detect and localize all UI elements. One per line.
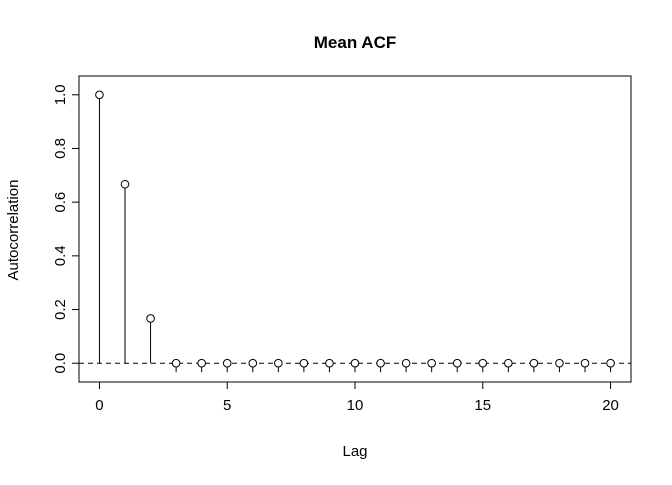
acf-point (299, 358, 309, 368)
acf-point (222, 358, 232, 368)
acf-point (452, 358, 462, 368)
y-axis-label: Autocorrelation (5, 180, 22, 281)
acf-point (146, 314, 155, 323)
x-tick-label: 20 (602, 397, 619, 414)
acf-point (555, 358, 564, 368)
x-tick-label: 5 (223, 397, 231, 414)
x-tick-label: 10 (347, 397, 364, 414)
acf-point (120, 179, 130, 189)
acf-point (274, 358, 283, 368)
acf-point (350, 358, 360, 368)
x-tick-label: 15 (474, 397, 491, 414)
acf-point (95, 90, 104, 100)
plot-area: 0 5 10 15 20 0.0 0.2 0.4 0.6 0.8 1.0 (52, 75, 632, 414)
acf-point (529, 358, 539, 368)
acf-point (504, 358, 513, 368)
acf-point (427, 358, 436, 368)
acf-point (248, 358, 258, 368)
acf-point (325, 358, 334, 368)
acf-point (478, 358, 488, 368)
y-tick-label: 0.8 (52, 138, 69, 159)
acf-point (197, 358, 206, 368)
acf-point (606, 358, 615, 368)
y-tick-label: 1.0 (52, 84, 69, 105)
y-tick-label: 0.4 (52, 245, 69, 266)
y-tick-label: 0.6 (52, 192, 69, 213)
acf-point (376, 358, 385, 368)
plot-frame (78, 75, 632, 383)
chart-title: Mean ACF (314, 33, 397, 52)
y-tick-label: 0.0 (52, 353, 69, 374)
acf-point (171, 358, 181, 368)
x-axis-label: Lag (342, 443, 367, 460)
acf-point (401, 358, 411, 368)
y-tick-label: 0.2 (52, 299, 69, 320)
x-tick-label: 0 (95, 397, 103, 414)
acf-point (580, 358, 590, 368)
